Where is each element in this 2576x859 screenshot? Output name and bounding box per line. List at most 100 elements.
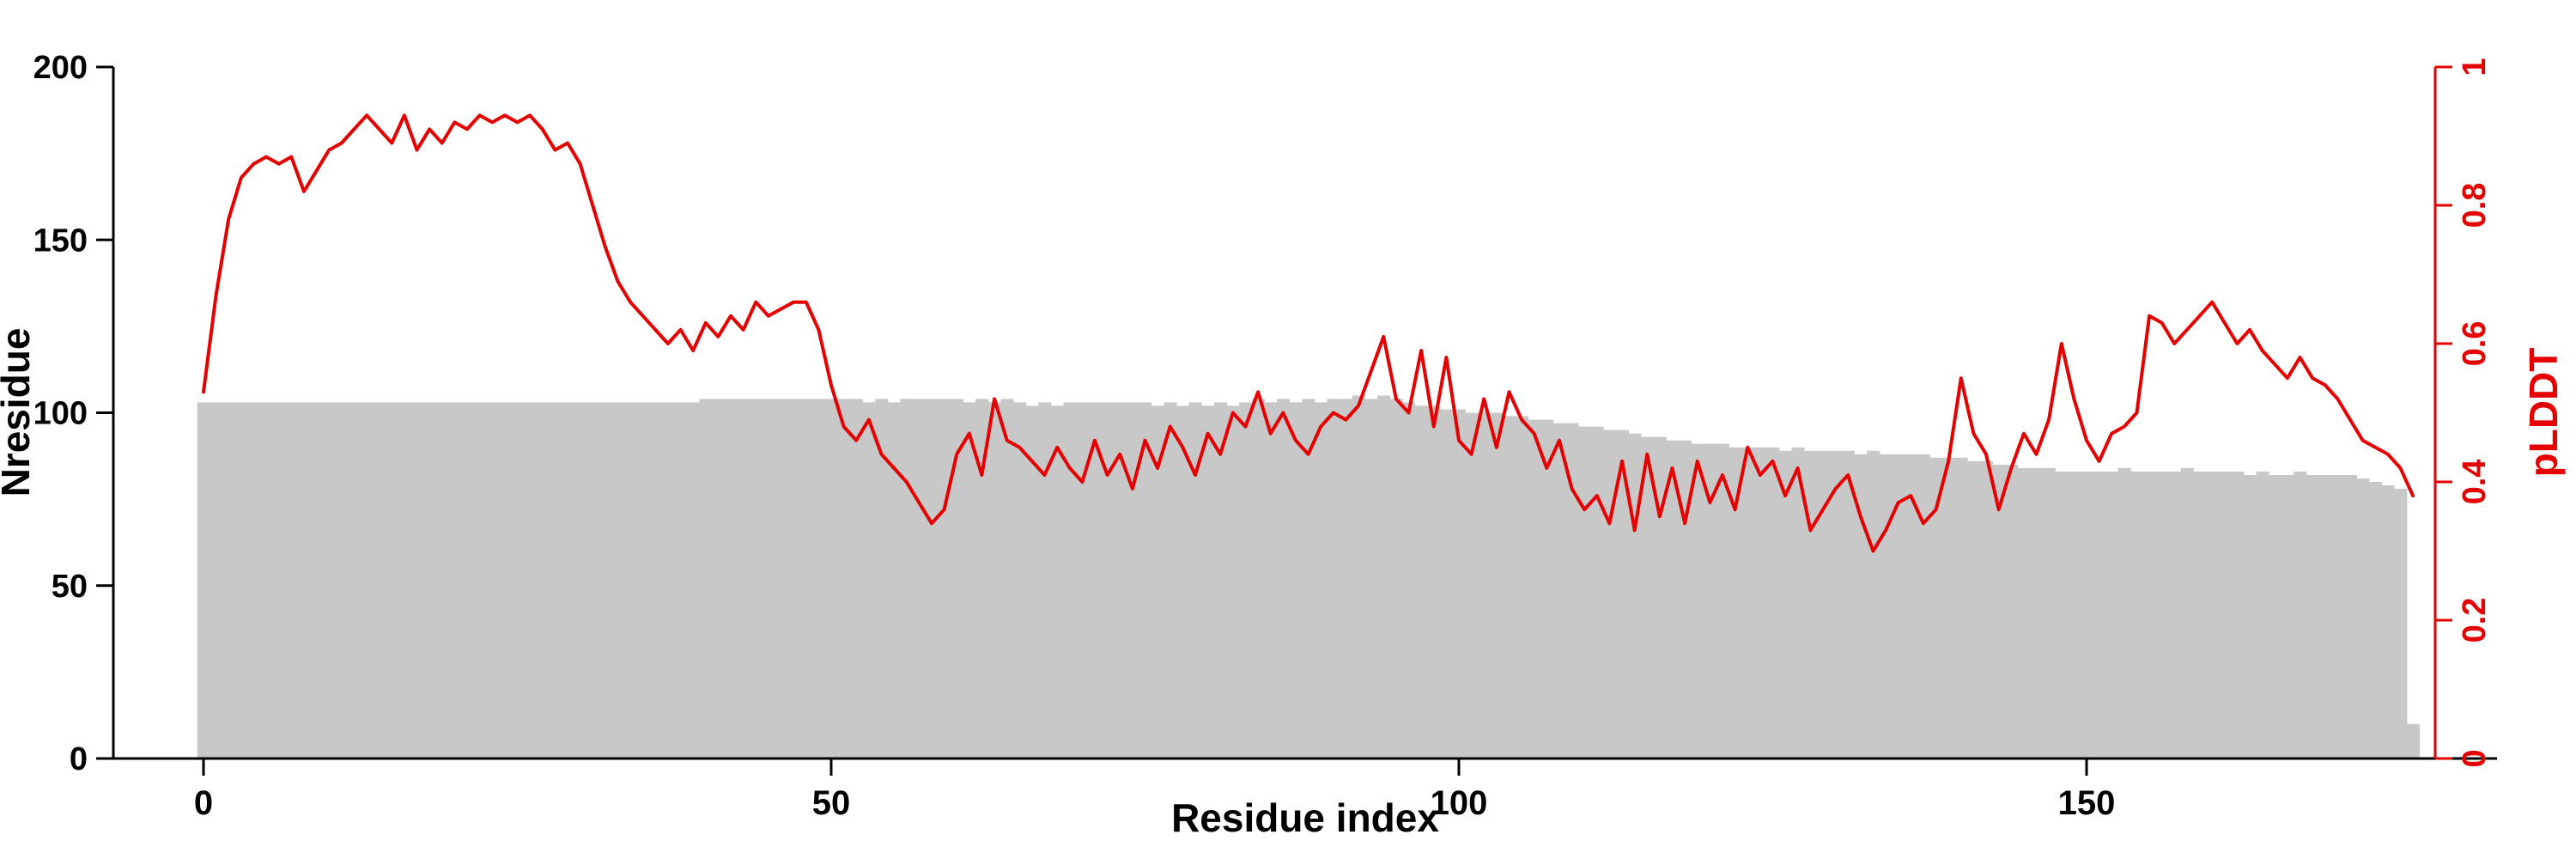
nresidue-bar [1615,430,1629,758]
nresidue-bar [636,402,650,758]
nresidue-bar [1239,402,1253,758]
nresidue-bar [799,399,813,758]
nresidue-bar [2142,471,2156,758]
nresidue-bar [737,399,750,758]
nresidue-bar [322,402,337,758]
nresidue-bar [1941,457,1956,758]
nresidue-bar [259,402,273,758]
nresidue-bar [1879,454,1893,758]
nresidue-bar [1402,402,1416,758]
axes: 0 50 100 150 200 Nresidue 0 50 100 150 Residue ind… [0,50,2566,840]
nresidue-bar [1163,402,1177,758]
x-axis-tick-label: 150 [2058,784,2116,822]
nresidue-bar [1327,399,1340,758]
nresidue-bar [2269,475,2282,758]
nresidue-bar [661,402,675,758]
nresidue-bar [1364,399,1378,758]
nresidue-bar [2381,485,2395,758]
nresidue-bar [938,399,951,758]
nresidue-bar [775,399,788,758]
nresidue-bar [887,402,901,758]
nresidue-bar [1552,423,1566,758]
nresidue-bar [2231,471,2245,758]
nresidue-bar [1340,399,1353,758]
nresidue-bar [448,402,462,758]
nresidue-bar [1829,450,1843,758]
nresidue-bar [2306,475,2319,758]
nresidue-bar [2318,475,2332,758]
left-axis-tick-label: 150 [33,222,88,259]
nresidue-bar [1741,447,1755,759]
nresidue-bar [925,399,939,758]
nresidue-bar [1540,419,1554,758]
nresidue-bar [2042,467,2056,758]
nresidue-bar [787,399,800,758]
x-axis-tick-label: 50 [812,784,851,822]
nresidue-bar [1414,405,1428,758]
nresidue-bar [498,402,512,758]
nresidue-bar [1628,433,1642,758]
nresidue-bar [2406,723,2420,759]
nresidue-bar [824,399,838,758]
nresidue-bar [712,399,726,758]
nresidue-bar [1641,436,1655,758]
nresidue-bar [1804,450,1818,758]
nresidue-bar [2243,475,2257,758]
nresidue-bar [1352,395,1365,758]
nresidue-bar [762,399,775,758]
nresidue-bar [1264,402,1278,758]
nresidue-bar [1503,416,1516,758]
nresidue-bar [2368,482,2383,758]
nresidue-bar [2093,471,2106,758]
nresidue-bar [1251,399,1265,758]
nresidue-bar [2205,471,2220,758]
nresidue-bar [2005,464,2019,758]
nresidue-bar [2055,471,2069,758]
nresidue-bar [1892,454,1905,758]
nresidue-bar [1000,399,1014,758]
nresidue-bar [2281,475,2294,758]
nresidue-bar [272,402,286,758]
nresidue-bar [1452,409,1466,758]
nresidue-bar [1967,460,1981,758]
right-axis-tick-label: 0.4 [2457,460,2493,505]
nresidue-bar [1213,402,1228,758]
nresidue-bar [2331,475,2345,758]
nresidue-bar [523,402,537,758]
nresidue-bar [750,399,763,758]
nresidue-bar [398,402,411,758]
x-axis-title: Residue index [1171,795,1439,840]
nresidue-bar [360,402,374,758]
nresidue-bar [2180,467,2194,758]
nresidue-bar [1277,399,1291,758]
nresidue-bar [1151,405,1164,758]
nresidue-bar [1013,402,1027,758]
nresidue-bar [410,402,424,758]
nresidue-bar [2030,467,2044,758]
nresidue-bar [900,399,914,758]
nresidue-bar [1389,399,1403,758]
nresidue-bar [699,399,713,758]
nresidue-bar [310,402,324,758]
nresidue-bar [549,402,562,758]
nresidue-bar [875,399,889,758]
left-axis-tick-label: 50 [52,569,88,605]
nresidue-bar [1076,402,1090,758]
plddt-line [202,113,2415,553]
nresidue-bar [386,402,399,758]
nresidue-bar [1226,405,1240,758]
nresidue-bar [1954,457,1968,758]
nresidue-bar [1377,395,1391,758]
nresidue-bar [649,402,663,758]
nresidue-bar [1678,440,1692,758]
nresidue-bar [1490,412,1504,758]
nresidue-bar [1666,440,1680,758]
nresidue-bar [1201,405,1215,758]
right-axis-tick-label: 0 [2457,749,2493,767]
nresidue-bar [611,402,625,758]
nresidue-bar [2130,471,2144,758]
nresidue-bar [598,402,612,758]
nresidue-bar [2068,471,2081,758]
nresidue-bar [2256,471,2269,758]
nresidue-bar [1063,402,1077,758]
